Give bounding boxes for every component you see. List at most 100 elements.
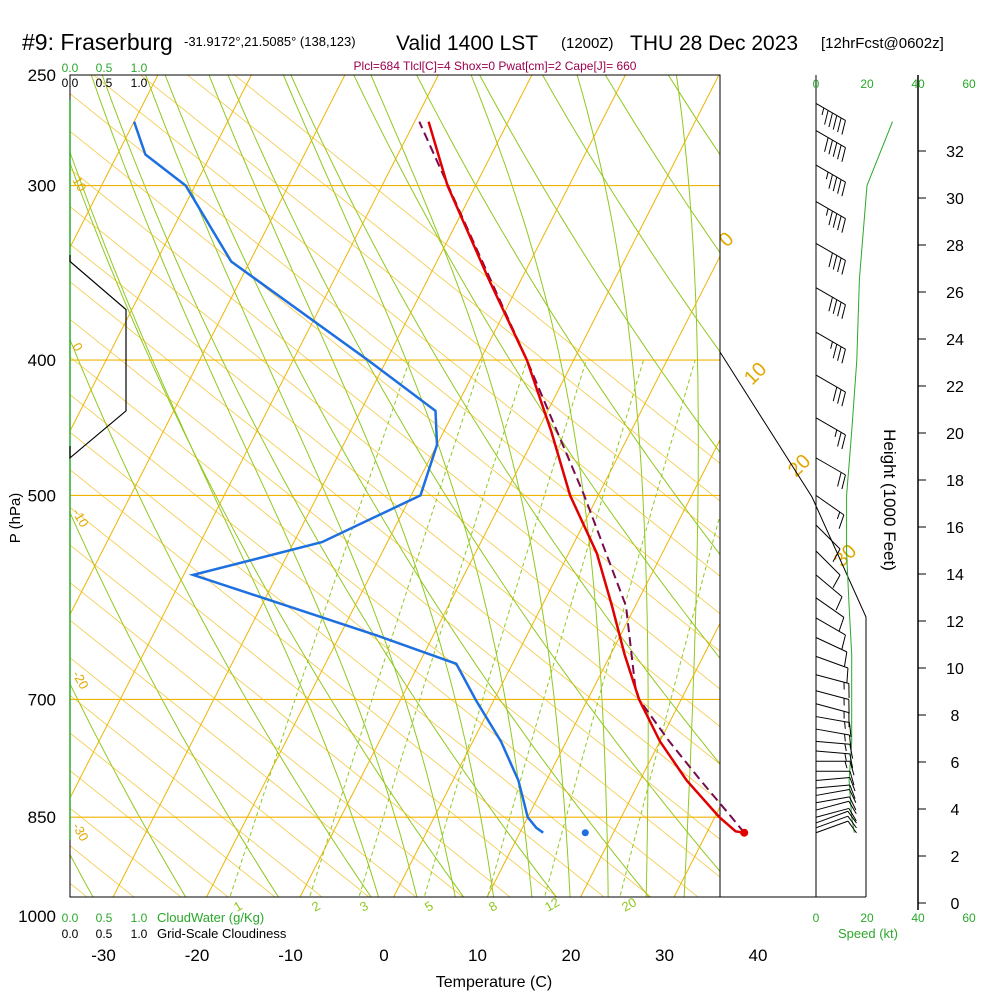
moist-adiabat	[282, 75, 533, 897]
barb-feather	[847, 810, 857, 824]
barb-feather	[848, 734, 852, 750]
barb-feather	[832, 574, 841, 589]
barb-half-feather	[844, 753, 847, 761]
height-tick-label: 14	[946, 567, 964, 584]
thickness-line	[70, 431, 652, 897]
barb-feather	[841, 260, 846, 275]
speed-scale-label: 20	[860, 911, 874, 925]
barb-staff	[815, 740, 850, 745]
height-tick-label: 24	[946, 332, 964, 349]
moist-adiabat	[90, 75, 418, 897]
height-tick-label: 6	[951, 755, 960, 772]
sounding-profiles	[132, 121, 749, 837]
stability-indices: Plcl=684 Tlcl[C]=4 Shox=0 Pwat[cm]=2 Cap…	[354, 59, 637, 73]
wind-barb	[815, 703, 850, 728]
speed-scale-label: 0	[813, 911, 820, 925]
isotherm-label: 30	[830, 540, 861, 571]
wind-barb	[815, 617, 846, 650]
wind-barb	[815, 674, 850, 699]
dry-adiabat	[353, 75, 720, 660]
barb-feather	[832, 115, 838, 130]
wind-barb	[815, 374, 846, 407]
right-panels	[815, 75, 893, 897]
wind-barb	[815, 597, 845, 632]
thickness-line	[70, 243, 720, 765]
pressure-tick-label: 500	[28, 486, 56, 505]
mixing-ratio-line	[309, 359, 483, 897]
speed-scale-label: 60	[962, 77, 976, 91]
plot-frame	[69, 74, 867, 898]
plot-area	[70, 75, 1000, 916]
pressure-axis-label: P (hPa)	[7, 493, 24, 544]
cloud-scale-label: 1.0	[131, 61, 148, 75]
barb-feather	[824, 110, 829, 125]
cloud-scale-label: 0.0	[62, 76, 79, 90]
wind-barb	[815, 524, 841, 563]
barb-feather	[849, 771, 855, 786]
height-tick-label: 4	[951, 802, 960, 819]
barb-staff	[815, 574, 843, 598]
wind-barb	[815, 789, 857, 803]
mixing-ratio-label: 20	[619, 894, 639, 914]
thickness-line	[70, 732, 276, 897]
isotherm	[580, 622, 720, 897]
mixing-ratio-line	[544, 359, 696, 897]
dry-adiabat	[857, 75, 1000, 916]
boundary-line	[719, 351, 867, 897]
mixing-ratio-label: 12	[542, 894, 562, 914]
isotherm	[70, 75, 159, 249]
wind-barb	[815, 716, 852, 737]
barb-staff	[815, 776, 850, 781]
height-tick-label: 22	[946, 379, 964, 396]
isotherm-label: -20	[69, 668, 91, 692]
wind-barb	[815, 776, 856, 792]
wind-barb	[816, 770, 855, 786]
cloud-scale-label: 0.5	[96, 911, 113, 925]
dry-adiabat	[101, 75, 558, 897]
temperature-tick-label: -10	[278, 946, 303, 965]
barb-staff	[815, 242, 846, 261]
thickness-line	[140, 75, 720, 540]
temperature-profile	[427, 121, 745, 834]
barb-feather	[841, 218, 846, 233]
dry-adiabat	[542, 75, 720, 353]
thickness-line	[70, 168, 720, 690]
height-axis-label: Height (1000 Feet)	[880, 429, 899, 571]
height-tick-label: 10	[946, 661, 964, 678]
barb-staff	[815, 784, 850, 789]
barb-feather	[847, 820, 857, 834]
thickness-line	[70, 356, 720, 878]
wind-barb	[815, 103, 846, 135]
speed-scale-label: 60	[962, 911, 976, 925]
barb-feather	[849, 796, 857, 811]
mixing-ratio-line	[619, 513, 720, 897]
cloudiness-profile	[69, 255, 127, 460]
barb-feather	[832, 142, 838, 157]
wind-barb	[815, 417, 846, 450]
barb-feather	[828, 139, 833, 155]
station-title: #9: Fraserburg	[22, 29, 173, 55]
barb-feather	[848, 722, 852, 737]
wind-barb	[815, 800, 857, 814]
thickness-line	[70, 206, 720, 728]
valid-time: Valid 1400 LST	[396, 32, 538, 55]
barb-feather	[849, 761, 855, 776]
barb-feather	[841, 181, 846, 197]
mixing-ratio-label: 5	[422, 898, 436, 915]
speed-axis-label: Speed (kt)	[838, 926, 898, 941]
barb-feather	[837, 257, 842, 273]
barb-staff	[815, 655, 849, 669]
barb-feather	[837, 472, 842, 487]
cloud-scale-label: 0.5	[96, 61, 113, 75]
height-tick-label: 0	[951, 896, 960, 913]
barb-feather	[832, 548, 841, 563]
barb-feather	[849, 777, 856, 792]
wind-barb	[815, 550, 841, 589]
barb-staff	[815, 331, 846, 350]
wind-barb	[815, 242, 846, 275]
cloud-scale-label: 0.0	[62, 927, 79, 941]
barb-half-feather	[844, 721, 846, 729]
barb-feather	[848, 800, 857, 814]
